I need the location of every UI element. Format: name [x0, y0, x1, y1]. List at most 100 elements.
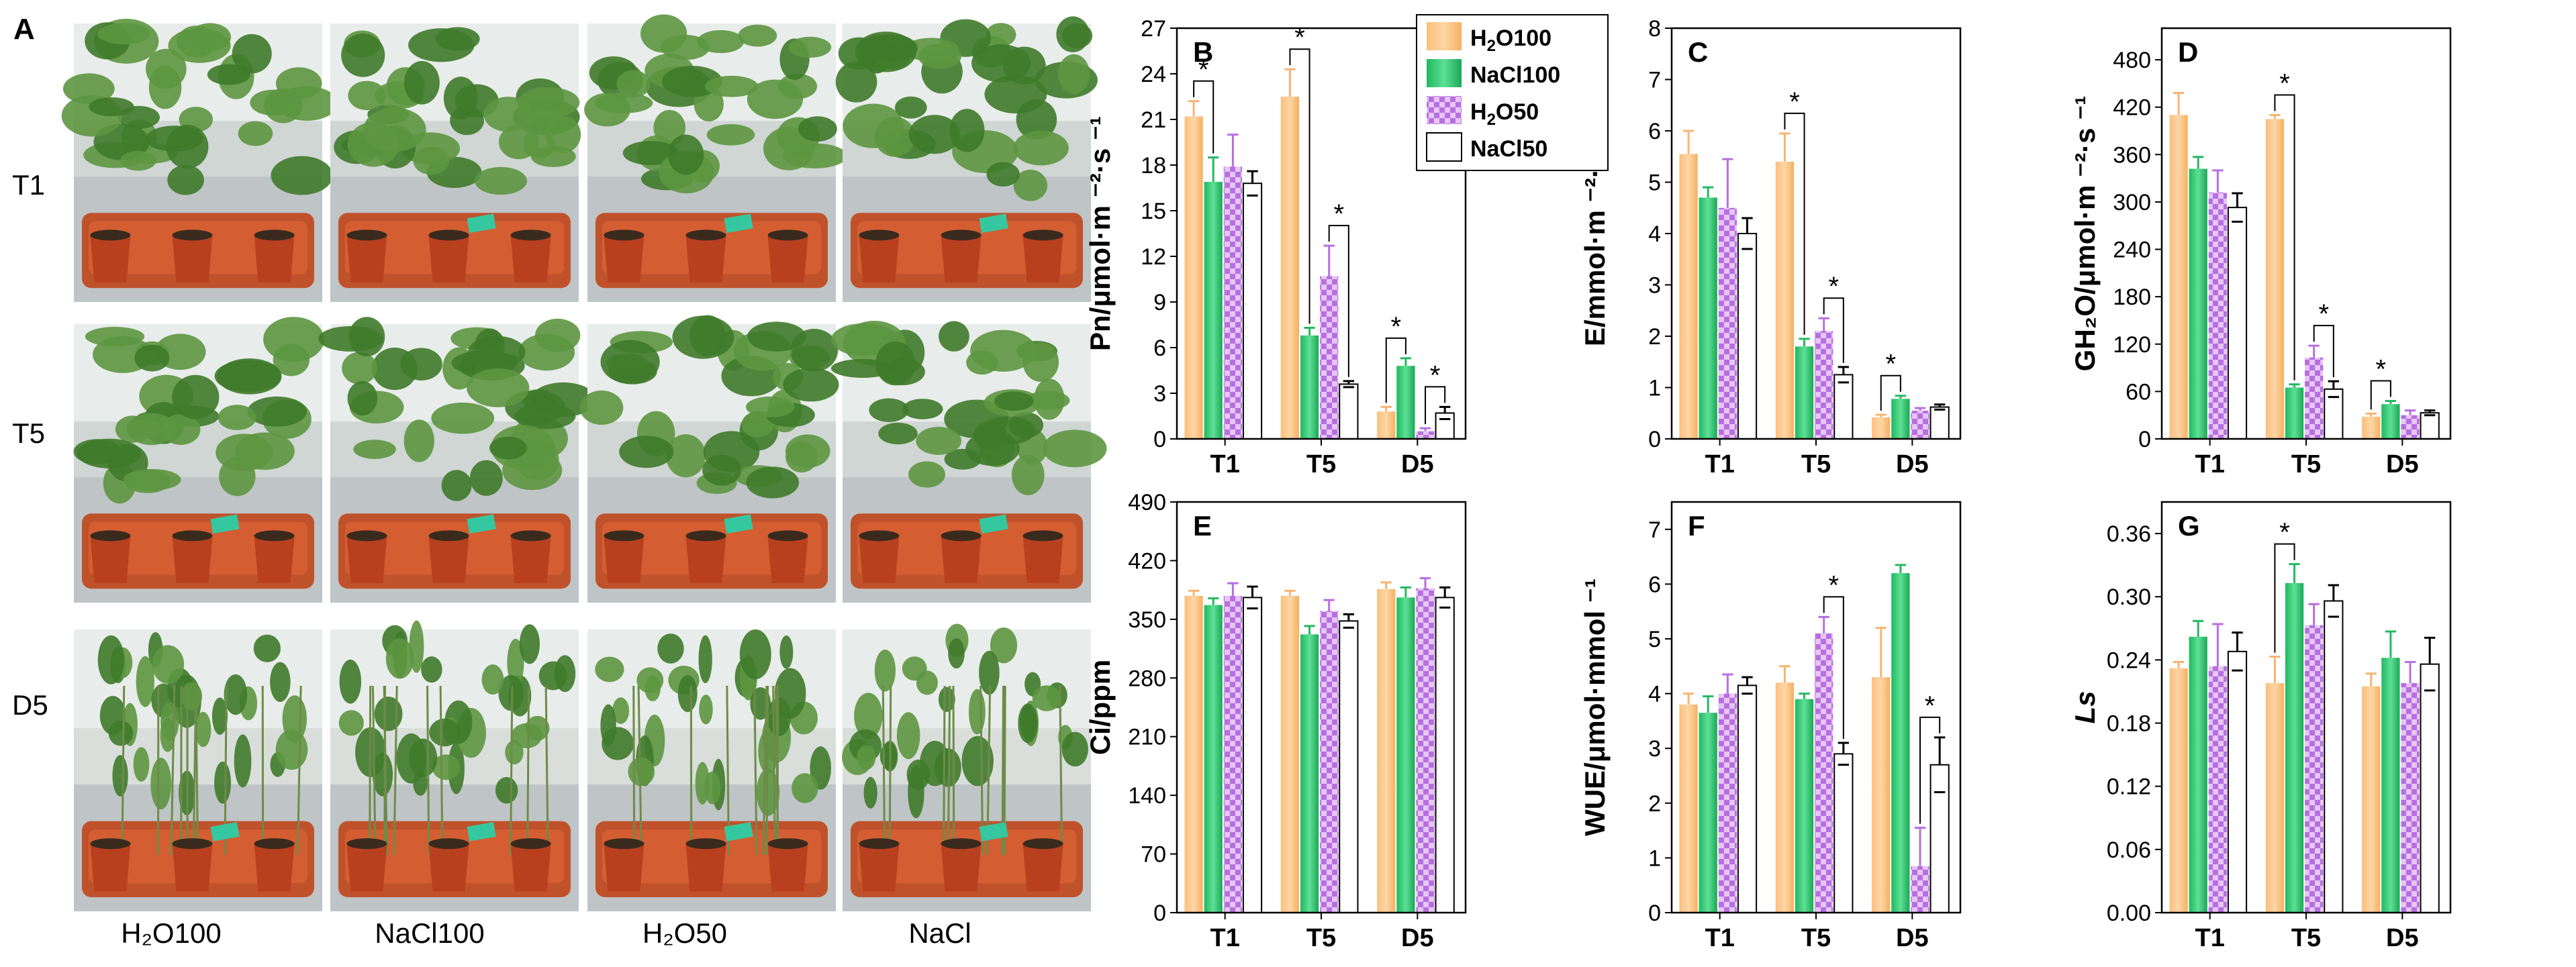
bar — [2305, 625, 2324, 913]
x-tick-label: T1 — [2195, 924, 2224, 952]
significance-mark: * — [1886, 350, 1897, 379]
y-tick-label: 5 — [1648, 627, 1661, 652]
bar — [1204, 605, 1223, 913]
significance-mark: * — [2318, 299, 2329, 329]
bar — [1300, 634, 1319, 913]
significance-bracket — [2313, 325, 2334, 378]
bar — [2305, 357, 2324, 439]
y-tick-label: 140 — [1128, 783, 1166, 809]
significance-bracket — [1328, 225, 1349, 377]
bar — [1223, 595, 1242, 913]
bar — [1416, 588, 1435, 913]
x-tick-label: D5 — [1401, 924, 1434, 952]
y-tick-label: 6 — [1648, 119, 1661, 144]
bar — [1795, 699, 1814, 913]
bar — [1699, 713, 1717, 913]
y-tick-label: 7 — [1648, 517, 1661, 543]
col-label-h2o100: H₂O100 — [121, 917, 221, 949]
y-tick-label: 300 — [2113, 190, 2151, 215]
x-tick-label: T5 — [1306, 450, 1336, 478]
bar — [1833, 753, 1854, 913]
bar — [2324, 600, 2344, 913]
y-tick-label: 27 — [1141, 16, 1166, 42]
significance-mark: * — [1198, 55, 1209, 85]
chart-g: G T1 T5 D5 * 0.00 0.06 0.12 0.18 0.24 0.30 0.36 Ls — [2069, 501, 2452, 952]
plant-photo — [587, 629, 836, 911]
y-tick-label: 0.30 — [2107, 584, 2151, 610]
bar — [1377, 589, 1396, 913]
y-tick-label: 70 — [1141, 842, 1166, 868]
col-label-h2o50: H₂O50 — [642, 917, 727, 949]
bar — [1435, 412, 1455, 440]
plant-photo — [73, 317, 324, 603]
bar — [1718, 693, 1737, 913]
y-tick-label: 21 — [1141, 107, 1166, 133]
bar — [1775, 682, 1795, 913]
significance-bracket — [1425, 386, 1446, 425]
y-tick-label: 420 — [2113, 95, 2151, 121]
bar — [2401, 415, 2420, 439]
bar — [1320, 611, 1339, 913]
bar — [1280, 97, 1300, 439]
significance-mark: * — [1828, 272, 1839, 301]
y-tick-label: 6 — [1153, 336, 1166, 361]
bar — [1280, 595, 1300, 913]
significance-bracket — [2370, 380, 2391, 410]
y-tick-label: 6 — [1648, 572, 1661, 597]
plant-photo — [61, 19, 338, 302]
y-tick-label: 9 — [1153, 290, 1166, 315]
bar — [1300, 335, 1319, 439]
bar — [2362, 417, 2381, 439]
significance-mark: * — [2279, 518, 2290, 548]
x-tick-label: D5 — [1896, 450, 1929, 478]
row-label-t1: T1 — [12, 169, 45, 201]
legend: H2O100 NaCl100 H2O50 NaCl50 — [1416, 14, 1609, 171]
col-label-nacl: NaCl — [908, 917, 971, 949]
bar — [1775, 161, 1795, 439]
svg-text:NaCl50: NaCl50 — [1470, 136, 1547, 162]
significance-bracket — [1193, 80, 1214, 154]
plant-photo — [330, 620, 579, 911]
y-tick-label: 3 — [1153, 381, 1166, 407]
y-tick-label: 420 — [1128, 548, 1166, 574]
plot-frame — [1176, 27, 1467, 440]
row-label-d5: D5 — [12, 689, 48, 721]
bar — [1679, 704, 1698, 913]
bar — [1320, 276, 1339, 439]
x-tick-label: D5 — [2386, 450, 2419, 478]
legend-item-h2o100: H2O100 — [1427, 22, 1552, 55]
y-tick-label: 5 — [1648, 170, 1661, 196]
plot-frame — [2160, 27, 2452, 440]
significance-mark: * — [1430, 360, 1441, 390]
significance-bracket — [2274, 543, 2295, 653]
x-tick-label: T5 — [1801, 450, 1831, 478]
panel-label: F — [1688, 510, 1705, 542]
bar — [1377, 411, 1396, 439]
bar — [2265, 682, 2285, 913]
x-tick-label: D5 — [1401, 450, 1434, 478]
x-tick-label: T5 — [1801, 924, 1831, 952]
y-tick-label: 180 — [2113, 285, 2151, 310]
bar — [2208, 666, 2227, 913]
plot-frame — [1670, 27, 1962, 440]
bar — [1872, 417, 1891, 439]
bar — [1699, 197, 1717, 439]
y-tick-label: 7 — [1648, 68, 1661, 93]
significance-bracket — [1289, 48, 1310, 324]
plant-photo — [74, 629, 322, 911]
bar — [1435, 597, 1455, 913]
y-tick-label: 360 — [2113, 142, 2151, 168]
y-tick-label: 350 — [1128, 607, 1166, 633]
bar — [1911, 866, 1929, 913]
significance-bracket — [1784, 112, 1805, 335]
bar — [2285, 387, 2304, 439]
bar — [2265, 119, 2285, 439]
photo-panel: A T1 T5 D5 H₂O100 NaCl100 H₂O50 NaCl — [12, 13, 1107, 949]
y-axis-label: Pn/μmol·m ⁻²·s ⁻¹ — [1084, 116, 1116, 351]
bar — [1929, 764, 1950, 914]
x-tick-label: T1 — [1210, 450, 1239, 478]
bar — [2362, 686, 2381, 913]
y-tick-label: 0.00 — [2107, 901, 2151, 926]
bar — [2169, 115, 2188, 439]
